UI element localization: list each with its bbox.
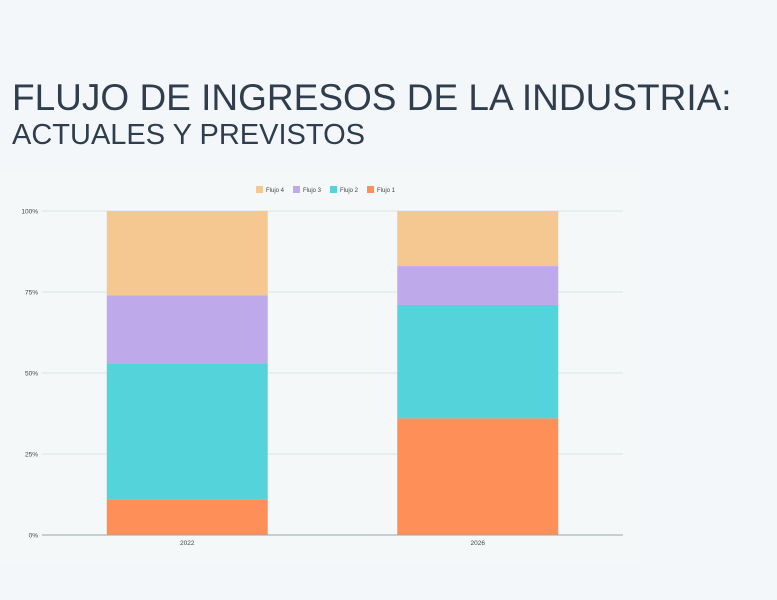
legend-swatch [293,186,300,193]
legend-swatch [256,186,263,193]
bar-segment-flujo-3-2022 [106,295,268,364]
bar-segment-flujo-1-2026 [397,418,559,535]
legend-label: Flujo 2 [340,188,359,194]
legend-swatch [367,186,374,193]
x-tick-label: 2026 [471,540,486,547]
x-tick-label: 2022 [180,540,195,547]
title-line-1: FLUJO DE INGRESOS DE LA INDUSTRIA: [12,77,732,118]
stacked-bar-chart: 0% 25% 50% 75% 100% 2022 2026 Flujo 4 Flujo 3 Flu… [21,186,623,547]
bar-segment-flujo-4-2022 [106,211,268,296]
y-tick-label: 25% [25,452,38,459]
bar-segment-flujo-2-2026 [397,304,559,419]
y-tick-label: 75% [25,290,38,297]
legend-label: Flujo 4 [266,188,285,194]
y-tick-label: 0% [29,533,39,540]
y-tick-label: 50% [25,371,38,378]
title-line-2: ACTUALES Y PREVISTOS [12,119,365,151]
chart-container: 0% 25% 50% 75% 100% 2022 2026 Flujo 4 Flujo 3 Flu… [0,170,640,562]
bar-segment-flujo-2-2022 [106,363,268,500]
page-title: FLUJO DE INGRESOS DE LA INDUSTRIA: ACTUA… [12,78,732,152]
legend-label: Flujo 1 [377,188,396,194]
legend-label: Flujo 3 [303,188,322,194]
legend-swatch [330,186,337,193]
bar-segment-flujo-1-2022 [106,499,268,535]
bar-segment-flujo-3-2026 [397,266,559,305]
bar-segment-flujo-4-2026 [397,211,559,267]
y-tick-label: 100% [21,209,38,216]
